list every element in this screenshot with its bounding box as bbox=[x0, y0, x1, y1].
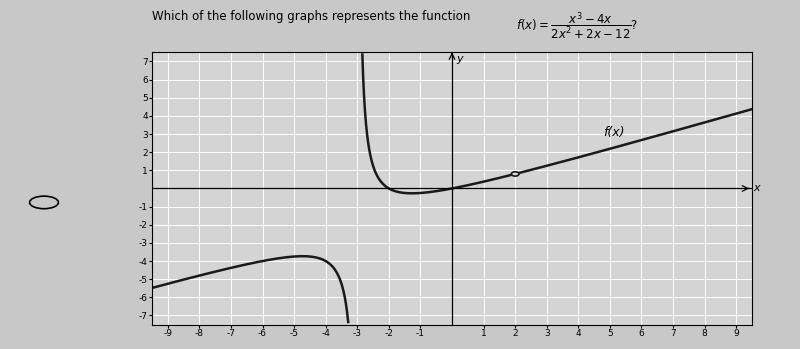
Text: f(x): f(x) bbox=[603, 126, 625, 140]
Text: $f(x)=\dfrac{x^3-4x}{2x^2+2x-12}$?: $f(x)=\dfrac{x^3-4x}{2x^2+2x-12}$? bbox=[516, 10, 638, 42]
Text: x: x bbox=[754, 184, 760, 193]
Text: Which of the following graphs represents the function: Which of the following graphs represents… bbox=[152, 10, 474, 23]
Text: y: y bbox=[457, 54, 463, 64]
Circle shape bbox=[511, 172, 519, 176]
